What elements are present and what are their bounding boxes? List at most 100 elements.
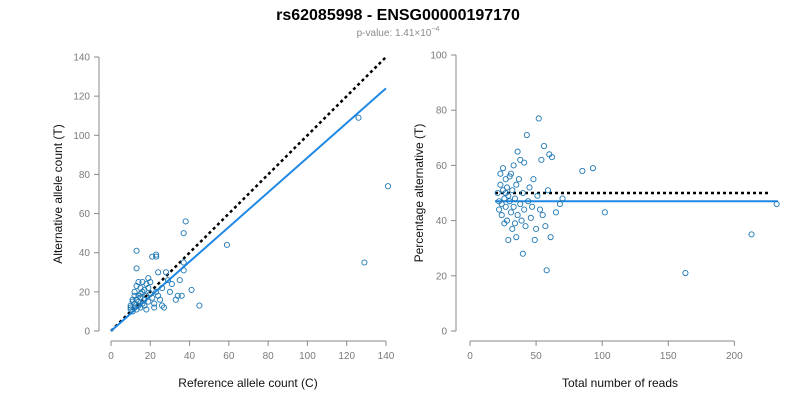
x-tick-label: 0 — [108, 351, 114, 362]
data-point — [538, 156, 545, 163]
data-point — [556, 200, 563, 208]
x-tick-label: 200 — [726, 351, 743, 362]
data-point — [533, 225, 540, 232]
data-point — [162, 269, 170, 276]
fit-line — [110, 87, 387, 332]
data-point — [523, 131, 530, 139]
data-point — [530, 176, 537, 183]
data-point — [143, 306, 150, 313]
data-point — [176, 277, 183, 284]
data-point — [151, 300, 158, 307]
data-point — [519, 189, 526, 197]
data-point — [502, 203, 509, 210]
data-point — [748, 231, 755, 238]
data-point — [182, 218, 189, 225]
data-point — [514, 212, 521, 219]
data-point — [514, 148, 521, 155]
data-point — [223, 241, 230, 248]
chart-title: rs62085998 - ENSG00000197170 — [276, 7, 520, 24]
data-point — [153, 251, 160, 258]
data-point — [145, 275, 152, 282]
data-point — [517, 156, 524, 163]
data-point — [517, 200, 524, 208]
left-scatter-panel: 0 20 40 60 80 100 120 140 0 20 40 60 80 100 120 140 Refe… — [51, 53, 395, 391]
data-point — [180, 230, 187, 237]
data-point — [160, 304, 168, 311]
x-tick-label: 50 — [531, 351, 543, 362]
x-tick-label: 120 — [338, 351, 355, 362]
data-point — [127, 304, 134, 311]
data-point — [507, 209, 515, 216]
y-tick-label: 80 — [436, 106, 448, 117]
x-tick-label: 150 — [660, 351, 677, 362]
data-point — [519, 250, 526, 257]
data-point — [513, 181, 520, 188]
data-point — [511, 220, 518, 227]
data-point — [521, 159, 528, 166]
data-point — [149, 294, 156, 301]
x-tick-label: 40 — [184, 351, 196, 362]
x-tick-label: 80 — [263, 351, 275, 362]
data-point — [552, 209, 559, 216]
data-point — [137, 290, 144, 297]
data-point — [509, 225, 516, 232]
data-point — [157, 296, 164, 303]
data-point — [174, 292, 181, 299]
x-axis-label: Reference allele count (C) — [178, 376, 317, 390]
data-point — [159, 284, 166, 291]
data-point — [589, 165, 596, 172]
y-tick-label: 0 — [441, 327, 447, 338]
data-point — [539, 212, 546, 219]
data-point — [535, 115, 542, 122]
data-point — [164, 277, 172, 284]
data-point — [498, 212, 505, 219]
data-point — [135, 292, 142, 299]
data-point — [503, 217, 511, 224]
data-point — [384, 183, 392, 190]
x-tick-label: 0 — [467, 351, 473, 362]
data-point — [502, 189, 509, 197]
y-tick-label: 20 — [436, 271, 448, 282]
data-point — [511, 195, 518, 202]
data-point — [515, 176, 522, 183]
y-tick-label: 100 — [73, 131, 90, 142]
y-tick-label: 80 — [79, 170, 91, 181]
data-point — [531, 236, 538, 243]
data-point — [131, 292, 138, 299]
x-axis-label: Total number of reads — [562, 376, 678, 390]
data-point — [510, 203, 517, 210]
data-point — [178, 292, 185, 299]
data-point — [543, 267, 550, 274]
y-tick-label: 0 — [84, 327, 90, 338]
data-point — [534, 192, 541, 199]
y-tick-label: 20 — [79, 287, 91, 298]
data-point — [559, 195, 566, 202]
data-point — [180, 267, 187, 274]
data-point — [525, 198, 532, 205]
data-point — [521, 206, 528, 213]
y-tick-label: 60 — [79, 209, 91, 220]
data-point — [168, 280, 175, 288]
y-tick-label: 140 — [73, 53, 90, 64]
data-point — [513, 234, 520, 241]
y-tick-label: 40 — [79, 248, 91, 259]
x-tick-label: 100 — [594, 351, 611, 362]
data-point — [135, 279, 142, 286]
data-point — [502, 176, 509, 183]
data-point — [506, 173, 513, 180]
x-tick-label: 20 — [145, 351, 157, 362]
data-point — [196, 302, 203, 309]
data-point — [498, 200, 505, 208]
y-axis-label: Alternative allele count (T) — [51, 124, 65, 263]
data-point — [145, 284, 152, 291]
y-axis-label: Percentage alternative (T) — [412, 124, 426, 263]
x-tick-label: 140 — [378, 351, 395, 362]
data-point — [773, 200, 780, 208]
data-point — [510, 162, 517, 169]
data-point — [133, 247, 140, 254]
data-point — [496, 206, 503, 213]
y-tick-label: 60 — [436, 161, 448, 172]
data-point — [497, 170, 504, 177]
